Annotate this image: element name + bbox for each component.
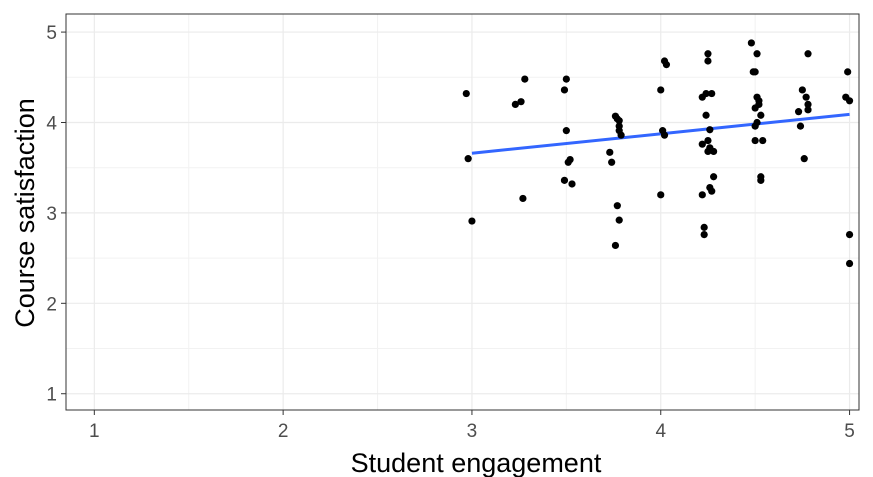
data-point: [704, 57, 712, 65]
data-point: [804, 50, 812, 58]
data-point: [702, 89, 710, 98]
data-point: [613, 202, 621, 210]
data-point: [562, 127, 570, 135]
data-point: [710, 147, 718, 156]
data-point: [468, 217, 476, 225]
panel-border: [65, 13, 860, 411]
data-point: [698, 191, 706, 199]
data-point: [804, 106, 812, 114]
data-point: [708, 89, 716, 98]
data-point: [755, 100, 763, 109]
data-point: [800, 155, 808, 163]
data-point: [606, 148, 614, 156]
data-point: [662, 61, 671, 69]
data-point: [568, 180, 576, 188]
data-point: [759, 136, 767, 145]
panel-background: [66, 14, 859, 410]
data-point: [608, 158, 616, 166]
tick-layer: 1 2 3 4 5 1 2 3 4 5: [46, 23, 854, 442]
data-point: [704, 136, 712, 145]
x-tick-label: 1: [89, 421, 100, 442]
data-point: [798, 86, 806, 94]
trend-layer: [471, 112, 850, 155]
data-point: [845, 97, 854, 105]
data-point: [845, 231, 854, 239]
data-point: [702, 111, 710, 119]
data-point: [566, 155, 574, 164]
data-point: [617, 131, 625, 139]
data-point: [700, 223, 708, 231]
points-layer: [462, 39, 854, 268]
data-point: [751, 136, 759, 145]
data-point: [706, 126, 714, 134]
data-point: [660, 131, 669, 139]
data-point: [794, 108, 803, 116]
data-point: [560, 176, 569, 184]
data-point: [560, 86, 569, 94]
data-point: [464, 155, 472, 163]
x-tick-label: 4: [655, 421, 666, 442]
data-point: [611, 241, 620, 250]
data-point: [519, 194, 527, 203]
data-point: [657, 86, 665, 94]
data-point: [700, 231, 708, 239]
data-point: [562, 75, 570, 83]
x-tick-label: 2: [278, 421, 289, 442]
data-point: [704, 50, 712, 58]
y-axis-title: Course satisfaction: [10, 98, 40, 328]
y-tick-label: 5: [46, 23, 57, 44]
x-tick-label: 3: [467, 421, 478, 442]
y-tick-label: 3: [46, 204, 57, 225]
data-point: [751, 68, 759, 76]
data-point: [708, 187, 716, 195]
trend-line: [471, 112, 850, 155]
x-axis-title: Student engagement: [351, 448, 602, 477]
data-point: [747, 39, 755, 47]
data-point: [753, 118, 761, 127]
x-tick-label: 5: [844, 421, 855, 442]
data-point: [845, 259, 854, 268]
data-point: [757, 173, 765, 181]
data-point: [462, 89, 470, 98]
grid-layer: [66, 14, 859, 410]
data-point: [757, 111, 765, 119]
data-point: [511, 100, 519, 109]
data-point: [710, 173, 718, 181]
data-point: [844, 68, 852, 76]
data-point: [802, 93, 810, 101]
data-point: [698, 140, 706, 148]
y-tick-label: 2: [46, 294, 57, 315]
data-point: [615, 117, 623, 125]
y-tick-label: 1: [46, 385, 57, 406]
data-point: [657, 191, 665, 199]
data-point: [753, 50, 761, 58]
y-tick-label: 4: [46, 113, 57, 134]
data-point: [521, 75, 529, 83]
data-point: [804, 100, 812, 109]
data-point: [615, 216, 623, 224]
data-point: [796, 122, 805, 130]
data-point: [517, 98, 525, 106]
